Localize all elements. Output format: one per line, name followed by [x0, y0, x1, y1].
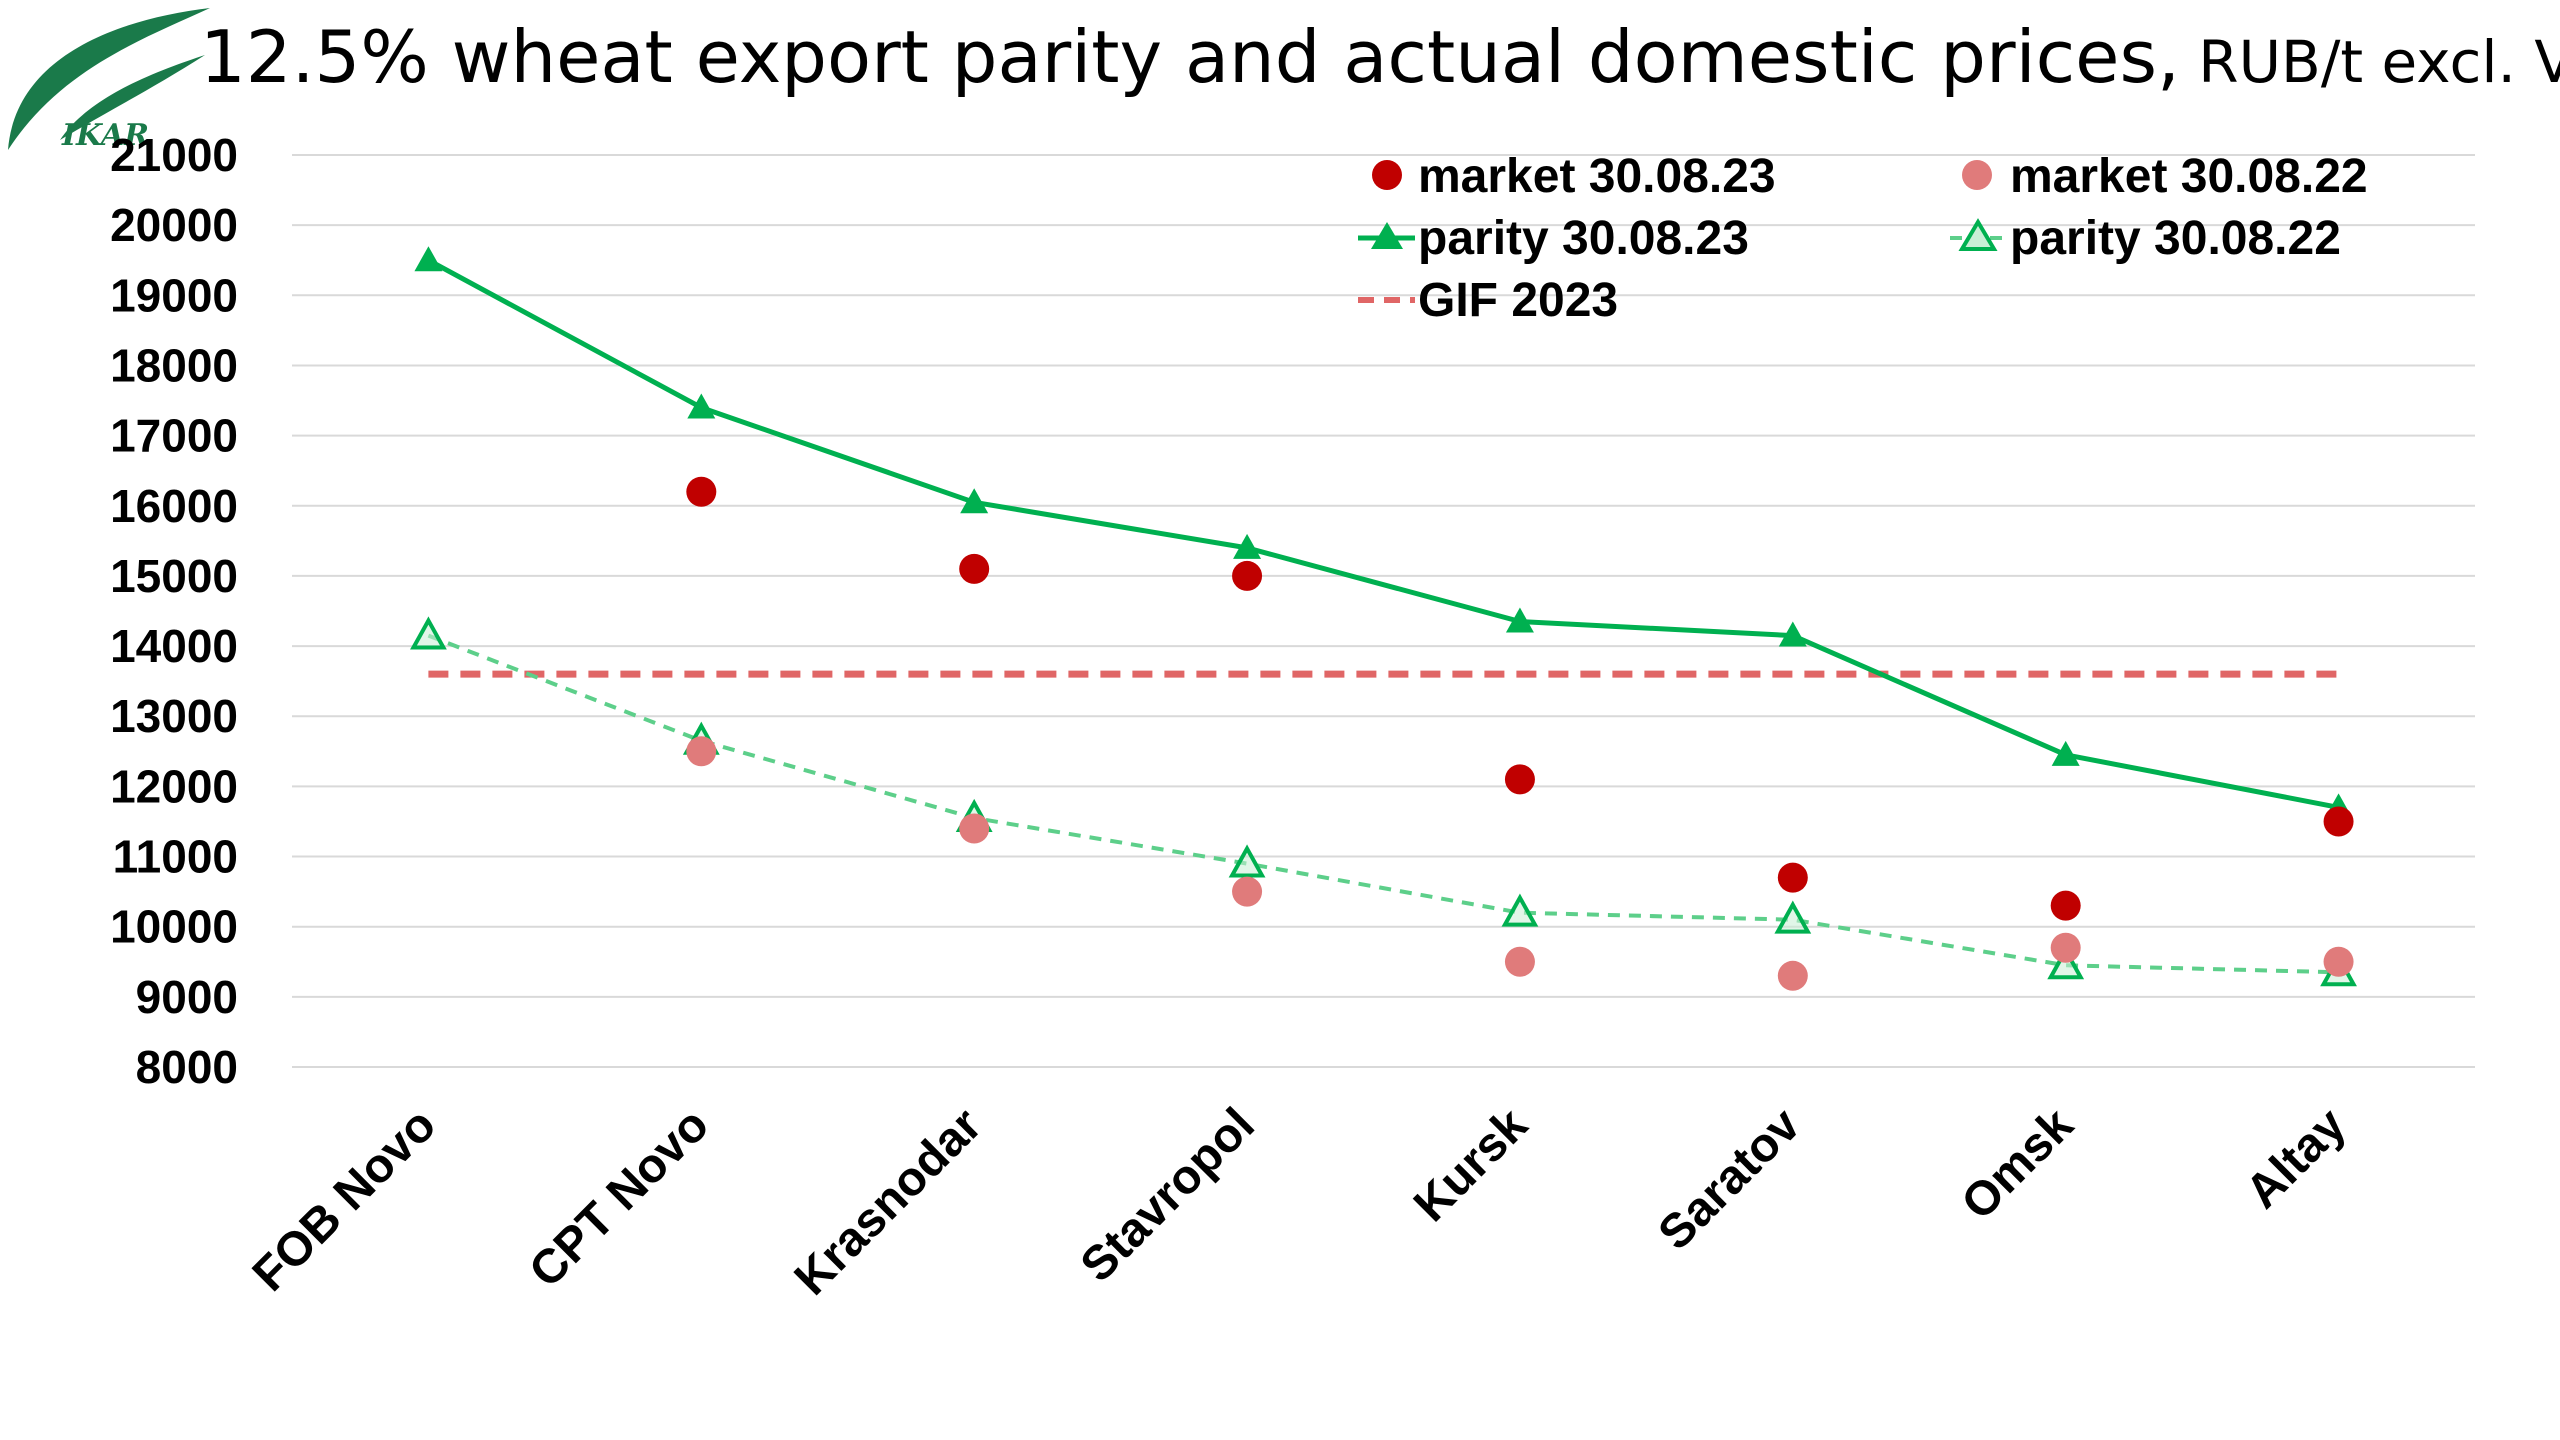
series-parity-30-08-23 — [414, 246, 2353, 819]
chart-title-main: 12.5% wheat export parity and actual dom… — [200, 15, 2180, 99]
legend-label-market-2022: market 30.08.22 — [2010, 150, 2368, 203]
x-tick-label: Kursk — [1404, 1098, 1538, 1232]
parity-30-08-23-point — [414, 246, 443, 272]
logo-text: IKAR — [61, 118, 149, 153]
parity-30-08-22-point — [1501, 893, 1539, 927]
parity-30-08-23-point — [687, 393, 716, 419]
legend-label-market-2023: market 30.08.23 — [1418, 150, 1776, 203]
market-30-08-22-point — [959, 813, 990, 844]
x-tick-label: Krasnodar — [785, 1098, 992, 1305]
legend-label-parity-2022: parity 30.08.22 — [2010, 212, 2341, 265]
parity-30-08-23-point — [1505, 607, 1534, 633]
parity-30-08-23-point — [1233, 533, 1262, 559]
market-30-08-23-point — [959, 553, 990, 584]
legend: market 30.08.23 market 30.08.22 parity 3… — [1358, 150, 2368, 327]
legend-item-parity-2023: parity 30.08.23 — [1358, 212, 1749, 265]
market-30-08-22-point — [686, 736, 717, 767]
market-30-08-22-point — [2323, 946, 2354, 977]
legend-marker-parity-2022 — [1958, 218, 1998, 251]
gridlines — [292, 154, 2475, 1068]
y-tick-label: 9000 — [136, 971, 238, 1023]
y-tick-label: 13000 — [110, 690, 238, 742]
ikar-logo: IKAR — [8, 8, 210, 153]
market-30-08-22-point — [1232, 876, 1263, 907]
x-axis: FOB Novo CPT Novo Krasnodar Stavropol Kursk S… — [243, 1098, 2357, 1305]
y-tick-label: 17000 — [110, 410, 238, 462]
market-30-08-23-point — [686, 476, 717, 507]
market-30-08-23-point — [1232, 560, 1263, 591]
y-axis: 21000 20000 19000 18000 17000 16000 15000 14000… — [110, 129, 238, 1093]
plot-area — [410, 246, 2357, 991]
y-tick-label: 20000 — [110, 199, 238, 251]
legend-item-market-2023: market 30.08.23 — [1372, 150, 1776, 203]
parity-30-08-22-point — [2047, 946, 2085, 980]
parity-30-08-23-line — [427, 258, 2340, 810]
chart-title: 12.5% wheat export parity and actual dom… — [200, 15, 2560, 99]
y-tick-label: 14000 — [110, 620, 238, 672]
legend-item-gif-2023: GIF 2023 — [1358, 274, 1618, 327]
y-tick-label: 19000 — [110, 269, 238, 321]
y-tick-label: 21000 — [110, 129, 238, 181]
legend-item-market-2022: market 30.08.22 — [1962, 150, 2368, 203]
parity-30-08-23-point — [1778, 621, 1807, 647]
x-tick-label: Omsk — [1952, 1098, 2084, 1230]
legend-item-parity-2022: parity 30.08.22 — [1950, 212, 2341, 265]
parity-30-08-22-line — [427, 633, 2339, 975]
y-tick-label: 16000 — [110, 480, 238, 532]
market-30-08-23-point — [1777, 862, 1808, 893]
market-30-08-23-point — [2323, 806, 2354, 837]
market-30-08-22-point — [1504, 946, 1535, 977]
y-tick-label: 15000 — [110, 550, 238, 602]
x-tick-label: Stavropol — [1071, 1098, 1265, 1292]
market-30-08-23-point — [1504, 764, 1535, 795]
parity-30-08-23-point — [960, 488, 989, 514]
legend-marker-parity-2023 — [1371, 222, 1403, 249]
market-30-08-22-point — [2050, 932, 2081, 963]
legend-label-parity-2023: parity 30.08.23 — [1418, 212, 1749, 265]
x-tick-label: FOB Novo — [243, 1098, 446, 1301]
y-tick-label: 12000 — [110, 760, 238, 812]
y-tick-label: 10000 — [110, 901, 238, 953]
legend-marker-market-2023 — [1372, 160, 1402, 190]
parity-30-08-22-point — [1774, 900, 1812, 934]
legend-marker-market-2022 — [1962, 160, 1992, 190]
chart-title-unit: RUB/t excl. VAT — [2180, 28, 2560, 96]
x-tick-label: CPT Novo — [519, 1098, 719, 1298]
y-tick-label: 8000 — [136, 1041, 238, 1093]
series-market-30-08-23 — [686, 476, 2354, 921]
market-30-08-22-point — [1777, 960, 1808, 991]
parity-30-08-22-point — [410, 616, 447, 650]
y-tick-label: 18000 — [110, 339, 238, 391]
series-market-30-08-22 — [686, 736, 2354, 991]
parity-30-08-23-point — [2051, 740, 2080, 766]
market-30-08-23-point — [2050, 890, 2081, 921]
parity-30-08-22-point — [1228, 844, 1266, 878]
x-tick-label: Altay — [2236, 1098, 2357, 1219]
logo-leaf-lower — [60, 55, 205, 140]
y-tick-label: 11000 — [113, 831, 238, 883]
logo-leaf-upper — [8, 8, 210, 150]
x-tick-label: Saratov — [1649, 1098, 1811, 1260]
legend-label-gif-2023: GIF 2023 — [1418, 274, 1618, 327]
